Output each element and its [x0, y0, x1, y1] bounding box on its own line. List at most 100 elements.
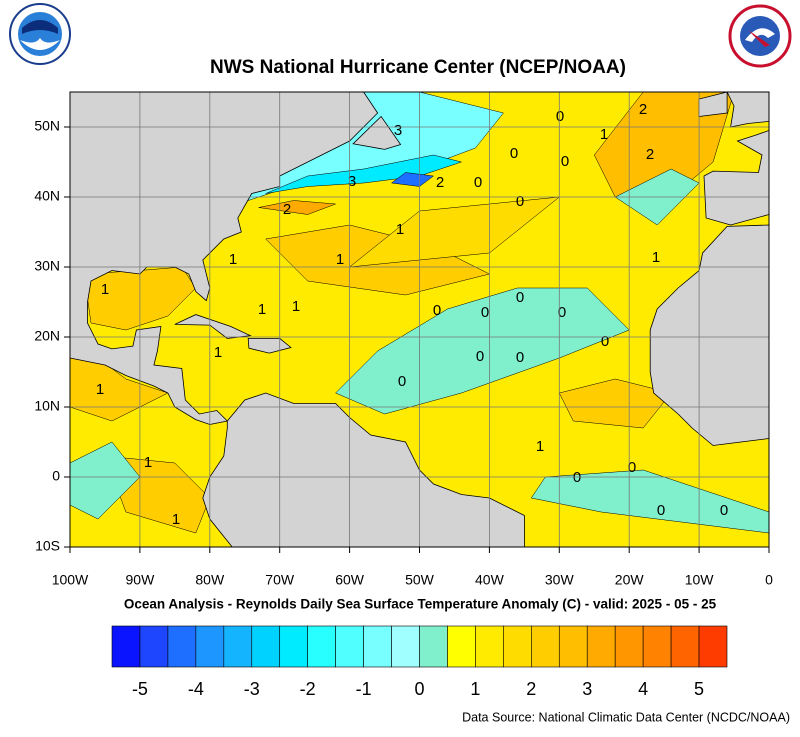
contour-label: 1	[229, 251, 237, 268]
y-tick-label: 10S	[35, 538, 60, 554]
colorbar-swatch	[111, 625, 141, 668]
colorbar-label: 2	[526, 679, 536, 699]
land	[649, 224, 769, 446]
contour-label: 1	[144, 454, 152, 471]
map-subtitle: Ocean Analysis - Reynolds Daily Sea Surf…	[124, 597, 717, 612]
colorbar-swatch	[307, 625, 336, 668]
x-tick-label: 70W	[265, 572, 295, 588]
contour-label: 1	[214, 344, 222, 361]
contour-label: 0	[516, 193, 524, 210]
contour-label: 1	[101, 281, 109, 298]
noaa-logo	[9, 3, 71, 65]
contour-label: 2	[283, 201, 291, 218]
x-tick-label: 60W	[335, 572, 365, 588]
contour-label: 1	[96, 381, 104, 398]
x-tick-label: 10W	[685, 572, 715, 588]
y-tick-label: 30N	[34, 258, 60, 274]
colorbar-swatch	[642, 625, 672, 668]
colorbar-swatch	[391, 625, 420, 668]
x-tick-label: 20W	[615, 572, 645, 588]
land	[70, 92, 379, 425]
colorbar-swatch	[531, 625, 560, 668]
colorbar-label: -2	[300, 679, 316, 699]
colorbar-swatch	[195, 625, 225, 668]
anomaly-region	[530, 469, 769, 534]
colorbar-label: 5	[694, 679, 704, 699]
y-tick-label: 10N	[34, 398, 60, 414]
colorbar-swatch	[698, 625, 728, 668]
x-tick-label: 50W	[405, 572, 435, 588]
colorbar-label: 0	[414, 679, 424, 699]
anomaly-region	[390, 172, 435, 187]
colorbar-swatch	[586, 625, 616, 668]
y-tick-label: 40N	[34, 188, 60, 204]
contour-label: 0	[657, 502, 665, 519]
land	[202, 392, 525, 547]
colorbar-swatch	[475, 625, 504, 668]
x-tick-label: 100W	[52, 572, 89, 588]
land	[726, 92, 769, 128]
x-tick-label: 90W	[126, 572, 156, 588]
colorbar-label: -3	[244, 679, 260, 699]
colorbar-swatch	[558, 625, 588, 668]
contour-label: 0	[556, 108, 564, 125]
contour-label: 0	[558, 304, 566, 321]
anomaly-region	[258, 200, 336, 215]
contour-label: 0	[476, 348, 484, 365]
y-tick-label: 50N	[34, 118, 60, 134]
colorbar-label: 3	[582, 679, 592, 699]
land	[703, 130, 769, 226]
contour-label: 1	[536, 438, 544, 455]
contour-label: 1	[172, 511, 180, 528]
contour-label: 0	[561, 153, 569, 170]
x-tick-label: 0	[765, 572, 773, 588]
contour-label: 1	[652, 249, 660, 266]
colorbar-swatch	[363, 625, 392, 668]
anomaly-region	[335, 287, 630, 415]
contour-label: 3	[348, 173, 356, 190]
contour-label: 1	[292, 298, 300, 315]
x-tick-label: 30W	[545, 572, 575, 588]
contour-label: 0	[601, 333, 609, 350]
plot-frame	[69, 91, 770, 548]
contour-label: 0	[433, 302, 441, 319]
colorbar-swatch	[447, 625, 476, 668]
x-tick-label: 40W	[475, 572, 505, 588]
contour-label: 0	[516, 349, 524, 366]
colorbar-swatch	[335, 625, 364, 668]
contour-label: 0	[510, 145, 518, 162]
colorbar-swatch	[503, 625, 532, 668]
colorbar-swatch	[419, 625, 448, 668]
colorbar-swatch	[251, 625, 281, 668]
colorbar-label: 1	[470, 679, 480, 699]
data-source: Data Source: National Climatic Data Cent…	[462, 710, 790, 724]
colorbar-swatch	[167, 625, 197, 668]
contour-label: 0	[573, 469, 581, 486]
land	[352, 115, 402, 150]
colorbar-label: -4	[188, 679, 204, 699]
contour-label: 0	[474, 174, 482, 191]
contour-label: 0	[398, 373, 406, 390]
colorbar-swatch	[670, 625, 700, 668]
map-title: NWS National Hurricane Center (NCEP/NOAA…	[210, 57, 626, 78]
contour-label: 0	[720, 502, 728, 519]
colorbar-swatch	[614, 625, 644, 668]
anomaly-region	[558, 378, 672, 429]
contour-label: 0	[516, 289, 524, 306]
colorbar-swatch	[279, 625, 308, 668]
anomaly-region	[70, 441, 141, 520]
x-tick-label: 80W	[195, 572, 225, 588]
y-tick-label: 0	[52, 468, 60, 484]
nws-logo	[728, 4, 792, 68]
colorbar-swatch	[139, 625, 169, 668]
contour-label: 1	[258, 301, 266, 318]
contour-label: 0	[481, 304, 489, 321]
contour-label: 3	[394, 122, 402, 139]
colorbar-label: -1	[356, 679, 372, 699]
contour-label: 0	[628, 459, 636, 476]
contour-label: 1	[396, 221, 404, 238]
colorbar-swatch	[223, 625, 253, 668]
contour-label: 2	[436, 174, 444, 191]
colorbar-label: -5	[132, 679, 148, 699]
